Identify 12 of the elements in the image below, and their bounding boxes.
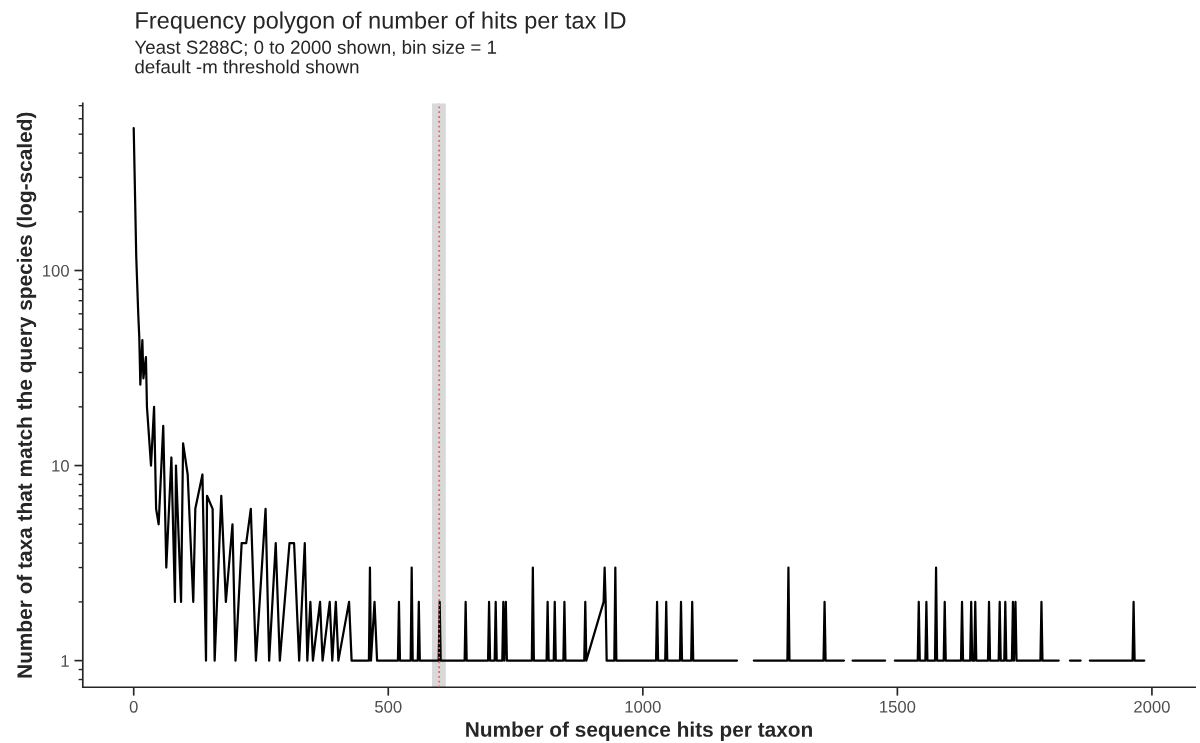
x-tick-label: 1500 (880, 700, 916, 713)
y-axis-title: Number of taxa that match the query species (log-scaled) (16, 112, 37, 678)
x-axis-title: Number of sequence hits per taxon (466, 721, 812, 741)
x-tick-label: 2000 (1134, 700, 1170, 713)
y-tick-label: 100 (43, 264, 69, 277)
y-tick-label: 10 (52, 459, 69, 472)
x-tick-label: 0 (129, 700, 138, 713)
x-tick-label: 500 (375, 700, 402, 713)
chart-title: Frequency polygon of number of hits per tax ID (136, 11, 626, 34)
y-tick-label: 1 (61, 655, 69, 667)
x-tick-label: 1000 (625, 700, 661, 713)
chart-subtitle: Yeast S288C; 0 to 2000 shown, bin size = 1 default -m threshold shown (134, 40, 497, 74)
